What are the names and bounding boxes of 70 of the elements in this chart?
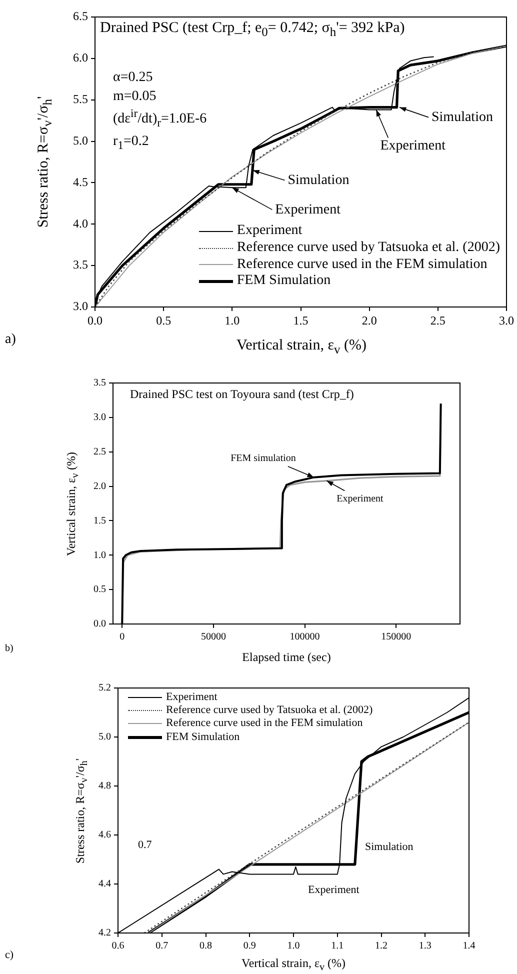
y-tick-label: 3.5 <box>73 258 88 272</box>
legend-label: FEM Simulation <box>236 273 331 290</box>
y-tick-label: 5.2 <box>98 682 111 694</box>
x-axis-title: Elapsed time (sec) <box>242 650 331 664</box>
x-tick-label: 1.1 <box>331 940 344 952</box>
chart-title: Drained PSC test on Toyoura sand (test Crp_f) <box>130 387 354 401</box>
annotation: m=0.05 <box>113 89 156 104</box>
y-tick-label: 4.6 <box>98 830 111 841</box>
y-tick-label: 4.2 <box>98 928 111 939</box>
y-tick-label: 2.0 <box>94 480 106 492</box>
y-tick-label: 0.0 <box>94 618 106 630</box>
x-tick-label: 1.0 <box>287 940 300 952</box>
y-tick-label: 3.0 <box>94 412 106 424</box>
text: c) <box>5 949 14 962</box>
x-tick-label: 150000 <box>381 632 412 643</box>
annotation: α=0.25 <box>113 70 153 86</box>
text: a) <box>5 332 16 348</box>
y-tick-label: 5.0 <box>98 732 111 743</box>
y-tick-label: 4.0 <box>73 216 88 230</box>
x-axis-title: Vertical strain, ε$_{v}$ (%) <box>236 337 367 356</box>
y-tick-label: 1.5 <box>94 515 106 526</box>
legend-label: Reference curve used in the FEM simulation <box>236 256 488 274</box>
annotation: FEM simulation <box>230 452 296 464</box>
y-tick-label: 4.5 <box>73 174 88 189</box>
annotation: Experiment <box>308 884 360 896</box>
text: b) <box>5 643 14 654</box>
x-tick-label: 0.8 <box>200 940 212 952</box>
chart-title: Drained PSC (test Crp_f; e$_{0}$= 0.742; σ$_{h}$'= 392 kPa) <box>100 20 405 38</box>
annotation: Simulation <box>432 110 493 125</box>
y-tick-label: 1.0 <box>94 550 106 561</box>
x-tick-label: 1.4 <box>462 940 476 952</box>
x-tick-label: 3.0 <box>499 313 514 328</box>
x-tick-label: 1.3 <box>418 940 432 952</box>
annotation: Experiment <box>336 493 384 504</box>
y-tick-label: 0.5 <box>94 584 106 596</box>
y-tick-label: 6.0 <box>73 50 88 65</box>
x-tick-label: 1.2 <box>375 940 388 952</box>
y-tick-label: 3.5 <box>94 378 106 389</box>
x-tick-label: 50000 <box>200 632 226 643</box>
x-tick-label: 1.0 <box>224 313 240 328</box>
annotation: Simulation <box>288 172 350 188</box>
legend-label: Reference curve used by Tatsuoka et al. (2002) <box>236 240 500 257</box>
x-axis-title: Vertical strain, ε$_{v}$ (%) <box>241 956 346 974</box>
legend-label: Reference curve used in the FEM simulation <box>166 717 363 731</box>
annotation: (dε$^{ir}$/dt)$_{r}$=1.0E-6 <box>113 107 207 130</box>
y-tick-label: 5.5 <box>73 92 88 106</box>
y-tick-label: 6.5 <box>73 9 88 24</box>
x-tick-label: 2.0 <box>362 313 377 328</box>
annotation: Experiment <box>275 202 341 218</box>
x-tick-label: 0.6 <box>112 940 124 952</box>
legend-label: Experiment <box>166 691 218 704</box>
x-tick-label: 0.7 <box>156 940 168 952</box>
y-tick-label: 3.0 <box>73 299 88 314</box>
legend-label: Reference curve used by Tatsuoka et al. (2002) <box>166 704 373 718</box>
annotation: 0.7 <box>138 839 152 852</box>
annotation: Simulation <box>365 841 414 854</box>
y-tick-label: 4.4 <box>98 878 111 890</box>
x-tick-label: 0.9 <box>243 940 256 952</box>
y-tick-label: 5.0 <box>73 133 88 148</box>
annotation: r$_{1}$=0.2 <box>113 134 149 153</box>
legend-label: Experiment <box>236 223 302 240</box>
x-tick-label: 0.5 <box>156 313 172 328</box>
y-tick-label: 4.8 <box>98 780 111 792</box>
x-tick-label: 2.5 <box>430 313 446 328</box>
x-tick-label: 1.5 <box>293 313 308 328</box>
x-tick-label: 0 <box>120 632 125 643</box>
annotation: Experiment <box>380 138 446 154</box>
x-tick-label: 100000 <box>290 632 320 643</box>
legend-label: FEM Simulation <box>166 730 240 744</box>
y-tick-label: 2.5 <box>94 446 106 458</box>
